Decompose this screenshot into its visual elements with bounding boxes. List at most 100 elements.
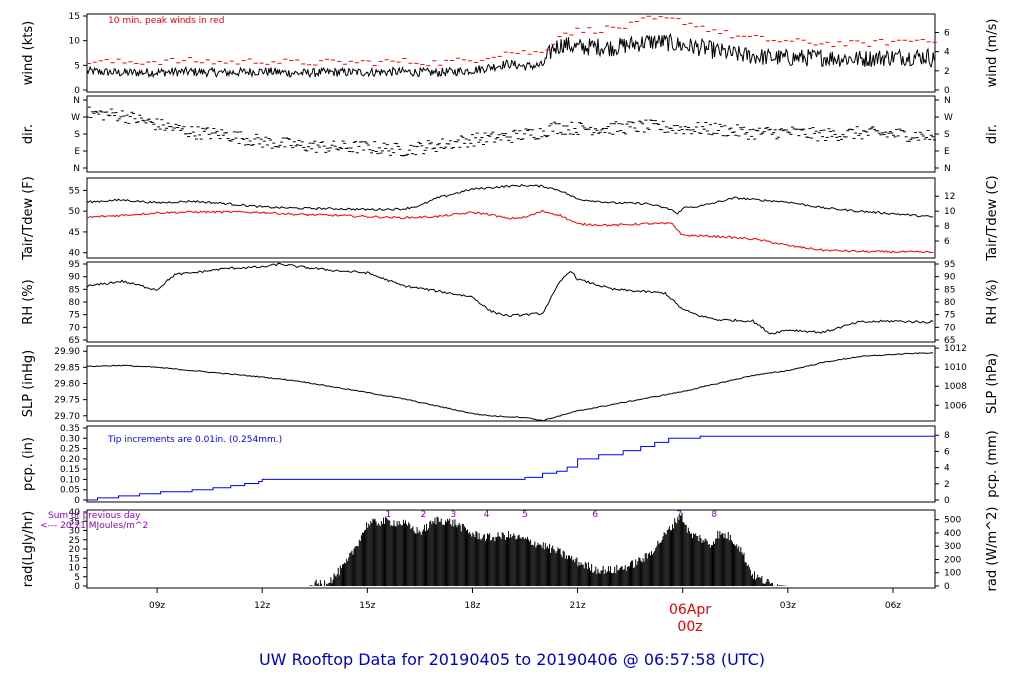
- panel-frame: [86, 177, 936, 259]
- right-tick-label: 2: [944, 480, 950, 490]
- y-tick-label: 5: [74, 573, 80, 583]
- right-axis-title: SLP (hPa): [985, 353, 1000, 414]
- y-tick-label: 0.05: [60, 486, 80, 496]
- y-tick-label: 0: [74, 86, 80, 96]
- right-tick-label: 85: [944, 285, 955, 295]
- right-tick-label: 1006: [944, 401, 967, 411]
- precip-step-line: [87, 435, 935, 501]
- x-tick-label: 21z: [569, 601, 585, 611]
- date-label: 06Apr: [669, 602, 711, 618]
- y-tick-label: 55: [69, 186, 80, 196]
- y-tick-label: 25: [69, 536, 80, 546]
- y-tick-label: 30: [69, 527, 81, 537]
- right-tick-label: 8: [944, 222, 950, 232]
- right-tick-label: W: [944, 113, 953, 123]
- panel-2: dir. dir.N NE ES SW WN N: [21, 95, 1000, 174]
- hour-mark: 2: [421, 510, 427, 520]
- y-tick-label: S: [74, 130, 80, 140]
- panel-5: SLP (inHg) SLP (hPa) 29.70 29.75 29.80 29.85 2…: [21, 344, 1000, 422]
- y-tick-label: 29.85: [54, 363, 80, 373]
- right-axis-title: rad (W/m^2): [985, 507, 1000, 592]
- right-tick-label: S: [944, 130, 950, 140]
- y-tick-label: 29.80: [54, 380, 80, 390]
- x-tick-label: 09z: [149, 601, 165, 611]
- left-axis-title: dir.: [21, 124, 36, 144]
- y-tick-label: N: [73, 164, 80, 174]
- y-tick-label: 29.90: [54, 347, 80, 357]
- right-tick-label: 4: [944, 48, 950, 58]
- right-tick-label: 1008: [944, 382, 967, 392]
- hour-mark: 3: [450, 510, 456, 520]
- sum-note-line-2: <--- 20.21 MJoules/m^2: [40, 521, 148, 531]
- y-tick-label: 40: [69, 508, 81, 518]
- right-tick-label: 0: [944, 86, 950, 96]
- hour-mark: 4: [484, 510, 490, 520]
- right-tick-label: 400: [944, 529, 961, 539]
- time-axis: 09z 12z 15z 18z 21z 03z 06z: [149, 588, 901, 611]
- y-tick-label: 0.25: [60, 445, 80, 455]
- left-axis-title: SLP (inHg): [21, 350, 36, 418]
- y-tick-label: 0: [74, 496, 80, 506]
- right-tick-label: 90: [944, 273, 956, 283]
- right-tick-label: 200: [944, 555, 961, 565]
- panel-7: rad(Lgly/hr) rad (W/m^2)05101520253035400…: [21, 507, 1000, 592]
- left-axis-title: Tair/Tdew (F): [21, 176, 36, 261]
- y-tick-label: 5: [74, 61, 80, 71]
- right-axis-title: pcp. (mm): [985, 430, 1000, 497]
- right-tick-label: 12: [944, 192, 955, 202]
- y-tick-label: 70: [69, 323, 81, 333]
- right-axis-title: wind (m/s): [985, 19, 1000, 88]
- wind-speed-line: [86, 32, 935, 79]
- y-tick-label: 10: [69, 564, 81, 574]
- radiation-bars: [308, 512, 788, 586]
- x-tick-label: 12z: [254, 601, 270, 611]
- y-tick-label: 95: [69, 260, 80, 270]
- panel-3: Tair/Tdew (F) Tair/Tdew (C) 40 45 50 55 6 8 10 12: [21, 175, 1000, 261]
- left-axis-title: wind (kts): [21, 21, 36, 85]
- panel-frame: [86, 425, 936, 503]
- sum-note-line-1: Sum of previous day: [48, 511, 141, 521]
- tair-line: [86, 183, 934, 218]
- peak-wind-note: 10 min. peak winds in red: [108, 16, 225, 26]
- right-tick-label: E: [944, 147, 950, 157]
- y-tick-label: 15: [69, 554, 80, 564]
- x-tick-label: 03z: [780, 601, 796, 611]
- right-tick-label: 2: [944, 67, 950, 77]
- right-tick-label: 6: [944, 447, 950, 457]
- panel-frame: [86, 95, 936, 173]
- y-tick-label: 10: [69, 37, 81, 47]
- y-tick-label: 15: [69, 12, 80, 22]
- panel-6: pcp. (in) pcp. (mm)00.050.100.150.200.250…: [21, 424, 1000, 506]
- peak-wind-markers: [86, 15, 937, 67]
- y-tick-label: 20: [69, 545, 81, 555]
- panel-4: RH (%) RH (%) 65 70 75 80 85 90 95 65 70 75 80 85 90 95: [21, 260, 1000, 346]
- right-tick-label: 1010: [944, 363, 967, 373]
- right-tick-label: N: [944, 96, 951, 106]
- right-tick-label: 100: [944, 569, 961, 579]
- left-axis-title: rad(Lgly/hr): [21, 511, 36, 587]
- right-tick-label: 80: [944, 298, 956, 308]
- right-axis-title: dir.: [985, 124, 1000, 144]
- panel-frame: [86, 345, 936, 422]
- x-tick-label: 06z: [885, 601, 901, 611]
- hour-mark: 8: [711, 510, 717, 520]
- y-tick-label: E: [74, 147, 80, 157]
- y-tick-label: 50: [69, 207, 81, 217]
- y-tick-label: 90: [69, 273, 81, 283]
- y-tick-label: 45: [69, 228, 80, 238]
- y-tick-label: 65: [69, 336, 80, 346]
- y-tick-label: 0.35: [60, 424, 80, 434]
- y-tick-label: 0: [74, 582, 80, 592]
- right-tick-label: 10: [944, 207, 956, 217]
- panel-1: wind (kts) wind (m/s) 0 5 10 15 0 2 4 6 10 min. pe…: [21, 12, 1000, 96]
- right-tick-label: 95: [944, 260, 955, 270]
- left-axis-title: RH (%): [21, 279, 36, 324]
- right-tick-label: 70: [944, 323, 956, 333]
- right-tick-label: 4: [944, 464, 950, 474]
- tdew-line: [87, 209, 934, 254]
- right-tick-label: 0: [944, 496, 950, 506]
- panel-frame: [86, 13, 936, 93]
- midnight-label: 00z: [677, 619, 702, 635]
- tip-increment-note: Tip increments are 0.01in. (0.254mm.): [107, 435, 282, 445]
- hour-mark: 5: [522, 510, 528, 520]
